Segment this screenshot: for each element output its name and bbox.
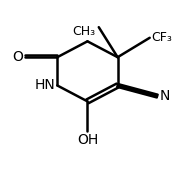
Text: CF₃: CF₃ xyxy=(152,31,173,44)
Text: N: N xyxy=(159,89,169,103)
Text: HN: HN xyxy=(35,78,55,92)
Text: OH: OH xyxy=(77,133,98,147)
Text: CH₃: CH₃ xyxy=(72,25,95,38)
Text: O: O xyxy=(13,50,23,64)
